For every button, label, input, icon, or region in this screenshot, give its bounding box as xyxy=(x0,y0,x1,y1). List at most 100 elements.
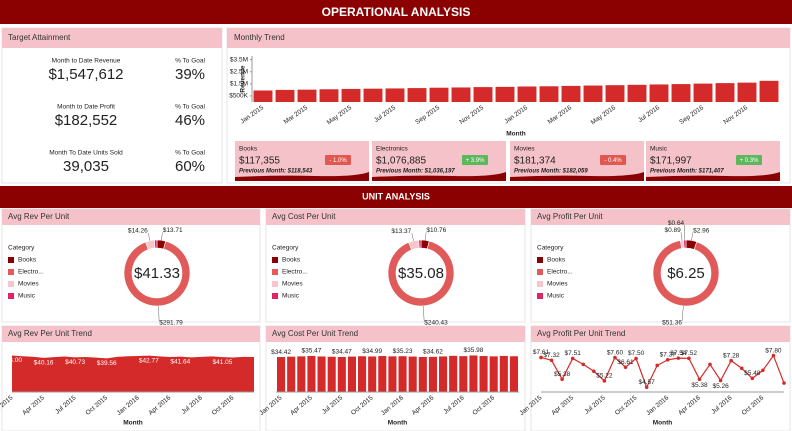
bar xyxy=(737,82,757,102)
leader-line xyxy=(691,232,694,241)
bar xyxy=(418,356,427,392)
bar xyxy=(459,356,468,392)
data-label: $5.48 xyxy=(744,370,761,377)
target-panel xyxy=(1,27,223,184)
bar xyxy=(297,89,317,102)
point xyxy=(560,377,564,382)
data-label: $0.64 xyxy=(668,220,685,227)
bar xyxy=(337,356,346,392)
legend-swatch xyxy=(537,281,543,287)
section-title: UNIT ANALYSIS xyxy=(362,191,430,201)
legend-swatch xyxy=(8,281,14,287)
leader-line xyxy=(422,305,425,321)
card-value: $171,997 xyxy=(650,156,692,167)
data-label: $6.61 xyxy=(617,359,634,366)
change-text: - 1.0% xyxy=(329,158,347,164)
bar xyxy=(479,356,488,392)
bar xyxy=(388,356,397,392)
data-label: $34.47 xyxy=(332,349,352,356)
bar xyxy=(363,88,383,102)
x-axis-title: Month xyxy=(388,420,408,427)
panel xyxy=(530,325,791,431)
bar xyxy=(509,356,518,392)
card-name: Electronics xyxy=(376,146,409,153)
donut-center: $41.33 xyxy=(134,265,180,282)
point xyxy=(602,379,607,383)
data-label: $7.54 xyxy=(670,350,687,357)
point xyxy=(539,355,543,360)
legend-swatch xyxy=(8,269,14,275)
point xyxy=(676,356,681,360)
legend-label: Movies xyxy=(18,281,39,288)
bar xyxy=(277,357,286,392)
leader-line xyxy=(147,232,151,241)
bar xyxy=(358,356,367,392)
change-text: - 0.4% xyxy=(604,158,622,164)
panel-title: Target Attainment xyxy=(8,33,71,42)
bar xyxy=(307,355,316,392)
donut-slice xyxy=(387,240,455,307)
data-label: $35.98 xyxy=(463,347,483,354)
bar xyxy=(517,86,537,102)
card-name: Books xyxy=(239,146,258,153)
y-tick-label: $1.5M xyxy=(230,81,248,88)
line xyxy=(540,354,785,389)
legend-swatch xyxy=(272,257,278,263)
leader-line xyxy=(680,232,683,241)
point xyxy=(771,353,776,358)
panel-title: Monthly Trend xyxy=(234,33,285,42)
point xyxy=(708,362,712,367)
y-tick-label: $2.5M xyxy=(230,68,248,75)
kpi-label: Month To Date Units Sold xyxy=(49,150,123,157)
data-label: $7.60 xyxy=(607,349,624,356)
point xyxy=(687,356,691,361)
legend-title: Category xyxy=(8,245,35,252)
legend-title: Category xyxy=(537,245,564,252)
bar xyxy=(347,356,356,392)
legend-label: Electro... xyxy=(282,269,308,276)
data-label: $5.38 xyxy=(691,382,708,389)
card-previous: Previous Month: $1,036,197 xyxy=(376,169,455,175)
card-previous: Previous Month: $182,059 xyxy=(514,169,588,175)
x-axis-title: Month xyxy=(653,420,673,427)
bar xyxy=(287,356,296,392)
donut-slice xyxy=(418,239,422,249)
x-axis-title: Month xyxy=(506,131,526,138)
donut-center: $35.08 xyxy=(398,265,444,282)
y-axis-title: Revenue xyxy=(240,65,247,92)
data-label: $7.32 xyxy=(543,352,560,359)
legend-swatch xyxy=(8,293,14,299)
data-label: $2.96 xyxy=(693,227,710,234)
panel-title: Avg Cost Per Unit Trend xyxy=(272,329,358,338)
kpi-value: $1,547,612 xyxy=(48,66,123,83)
panel-header xyxy=(531,209,790,225)
panel-title: Avg Cost Per Unit xyxy=(272,212,336,221)
data-label: $4.57 xyxy=(639,379,656,386)
legend-swatch xyxy=(272,269,278,275)
bar xyxy=(495,86,515,102)
bar xyxy=(759,80,779,102)
point xyxy=(697,377,702,382)
donut-center: $6.25 xyxy=(667,265,705,282)
change-text: + 0.3% xyxy=(740,158,760,164)
bar xyxy=(649,84,669,102)
change-badge xyxy=(600,155,626,165)
data-label: $10.76 xyxy=(426,227,446,234)
legend-label: Music xyxy=(547,293,565,300)
y-tick-label: $3.5M xyxy=(230,56,248,63)
bar xyxy=(451,87,471,102)
data-label: $13.71 xyxy=(163,227,183,234)
point xyxy=(570,356,575,361)
donut-slice xyxy=(154,239,158,249)
leader-line xyxy=(161,232,163,241)
legend-swatch xyxy=(272,281,278,287)
data-label: $34.62 xyxy=(423,349,443,356)
point xyxy=(782,381,786,385)
data-label: $291.79 xyxy=(159,320,183,327)
data-label: $14.26 xyxy=(128,228,148,235)
data-label: $43.00 xyxy=(2,357,22,364)
bar xyxy=(275,89,295,102)
leader-line xyxy=(681,305,684,321)
card-name: Movies xyxy=(514,146,535,153)
